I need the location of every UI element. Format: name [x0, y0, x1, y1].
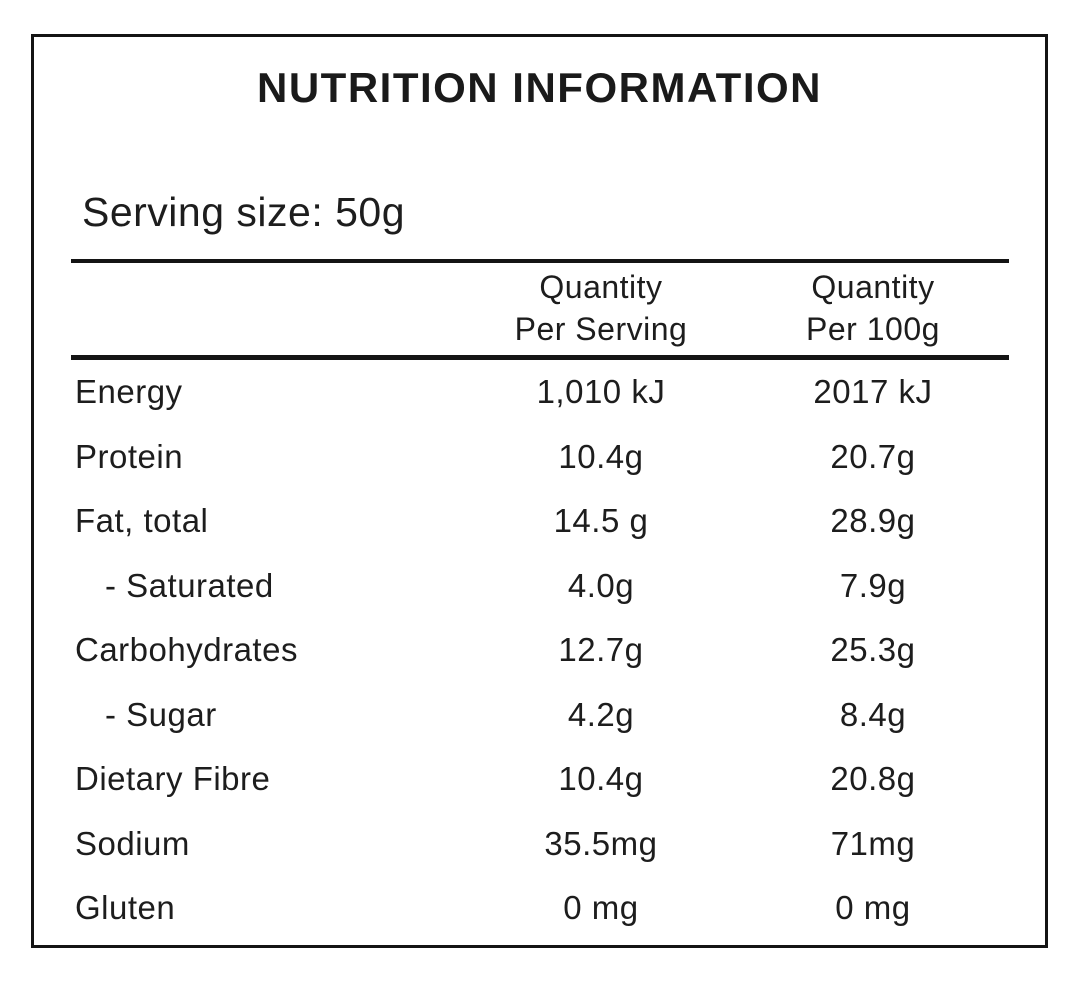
per-serving-value: 4.2g: [567, 695, 635, 733]
per-100g-header-line1: Quantity: [811, 269, 935, 305]
table-row: Sodium 35.5mg 71mg: [71, 812, 1009, 877]
per-100g-value: 8.4g: [839, 695, 907, 733]
per-serving-value: 14.5 g: [553, 502, 649, 540]
per-serving-value: 10.4g: [558, 760, 644, 798]
nutrient-name: Carbohydrates: [75, 631, 298, 669]
per-100g-value: 2017 kJ: [813, 373, 933, 411]
per-serving-value: 0 mg: [563, 889, 639, 927]
table-row: - Saturated 4.0g 7.9g: [71, 554, 1009, 619]
nutrient-name: Energy: [75, 373, 183, 411]
per-100g-value: 7.9g: [839, 566, 907, 604]
per-serving-value: 35.5mg: [544, 824, 658, 862]
nutrient-name: Protein: [75, 437, 184, 475]
per-100g-value: 0 mg: [835, 889, 911, 927]
nutrient-name: - Sugar: [105, 695, 217, 733]
table-row: Fat, total 14.5 g 28.9g: [71, 489, 1009, 554]
serving-size-text: Serving size: 50g: [82, 189, 406, 235]
table-row: Energy 1,010 kJ 2017 kJ: [71, 360, 1009, 425]
per-100g-header-line2: Per 100g: [806, 311, 940, 347]
per-serving-value: 1,010 kJ: [536, 373, 666, 411]
nutrition-table: Quantity Per Serving Quantity Per 100g E…: [71, 259, 1009, 941]
per-serving-header-line1: Quantity: [539, 269, 663, 305]
nutrient-column-header-empty: [71, 266, 465, 350]
nutrient-name: Gluten: [75, 889, 176, 927]
per-serving-column-header: Quantity Per Serving: [465, 266, 737, 350]
per-100g-value: 20.7g: [830, 437, 916, 475]
nutrient-name: Sodium: [75, 824, 190, 862]
per-100g-value: 28.9g: [830, 502, 916, 540]
nutrient-name: - Saturated: [105, 566, 274, 604]
per-serving-value: 12.7g: [558, 631, 644, 669]
per-100g-column-header: Quantity Per 100g: [737, 266, 1009, 350]
label-title: NUTRITION INFORMATION: [257, 64, 822, 111]
table-header-row: Quantity Per Serving Quantity Per 100g: [71, 259, 1009, 360]
table-row: - Sugar 4.2g 8.4g: [71, 683, 1009, 748]
nutrient-name: Dietary Fibre: [75, 760, 271, 798]
nutrition-label: NUTRITION INFORMATION Serving size: 50g …: [31, 34, 1048, 948]
table-body: Energy 1,010 kJ 2017 kJ Protein 10.4g 20…: [71, 360, 1009, 941]
per-100g-value: 20.8g: [830, 760, 916, 798]
per-serving-value: 4.0g: [567, 566, 635, 604]
per-100g-value: 25.3g: [830, 631, 916, 669]
per-serving-value: 10.4g: [558, 437, 644, 475]
table-row: Protein 10.4g 20.7g: [71, 425, 1009, 490]
nutrient-name: Fat, total: [75, 502, 209, 540]
table-row: Dietary Fibre 10.4g 20.8g: [71, 747, 1009, 812]
table-row: Gluten 0 mg 0 mg: [71, 876, 1009, 941]
table-row: Carbohydrates 12.7g 25.3g: [71, 618, 1009, 683]
per-serving-header-line2: Per Serving: [514, 311, 688, 347]
per-100g-value: 71mg: [830, 824, 916, 862]
